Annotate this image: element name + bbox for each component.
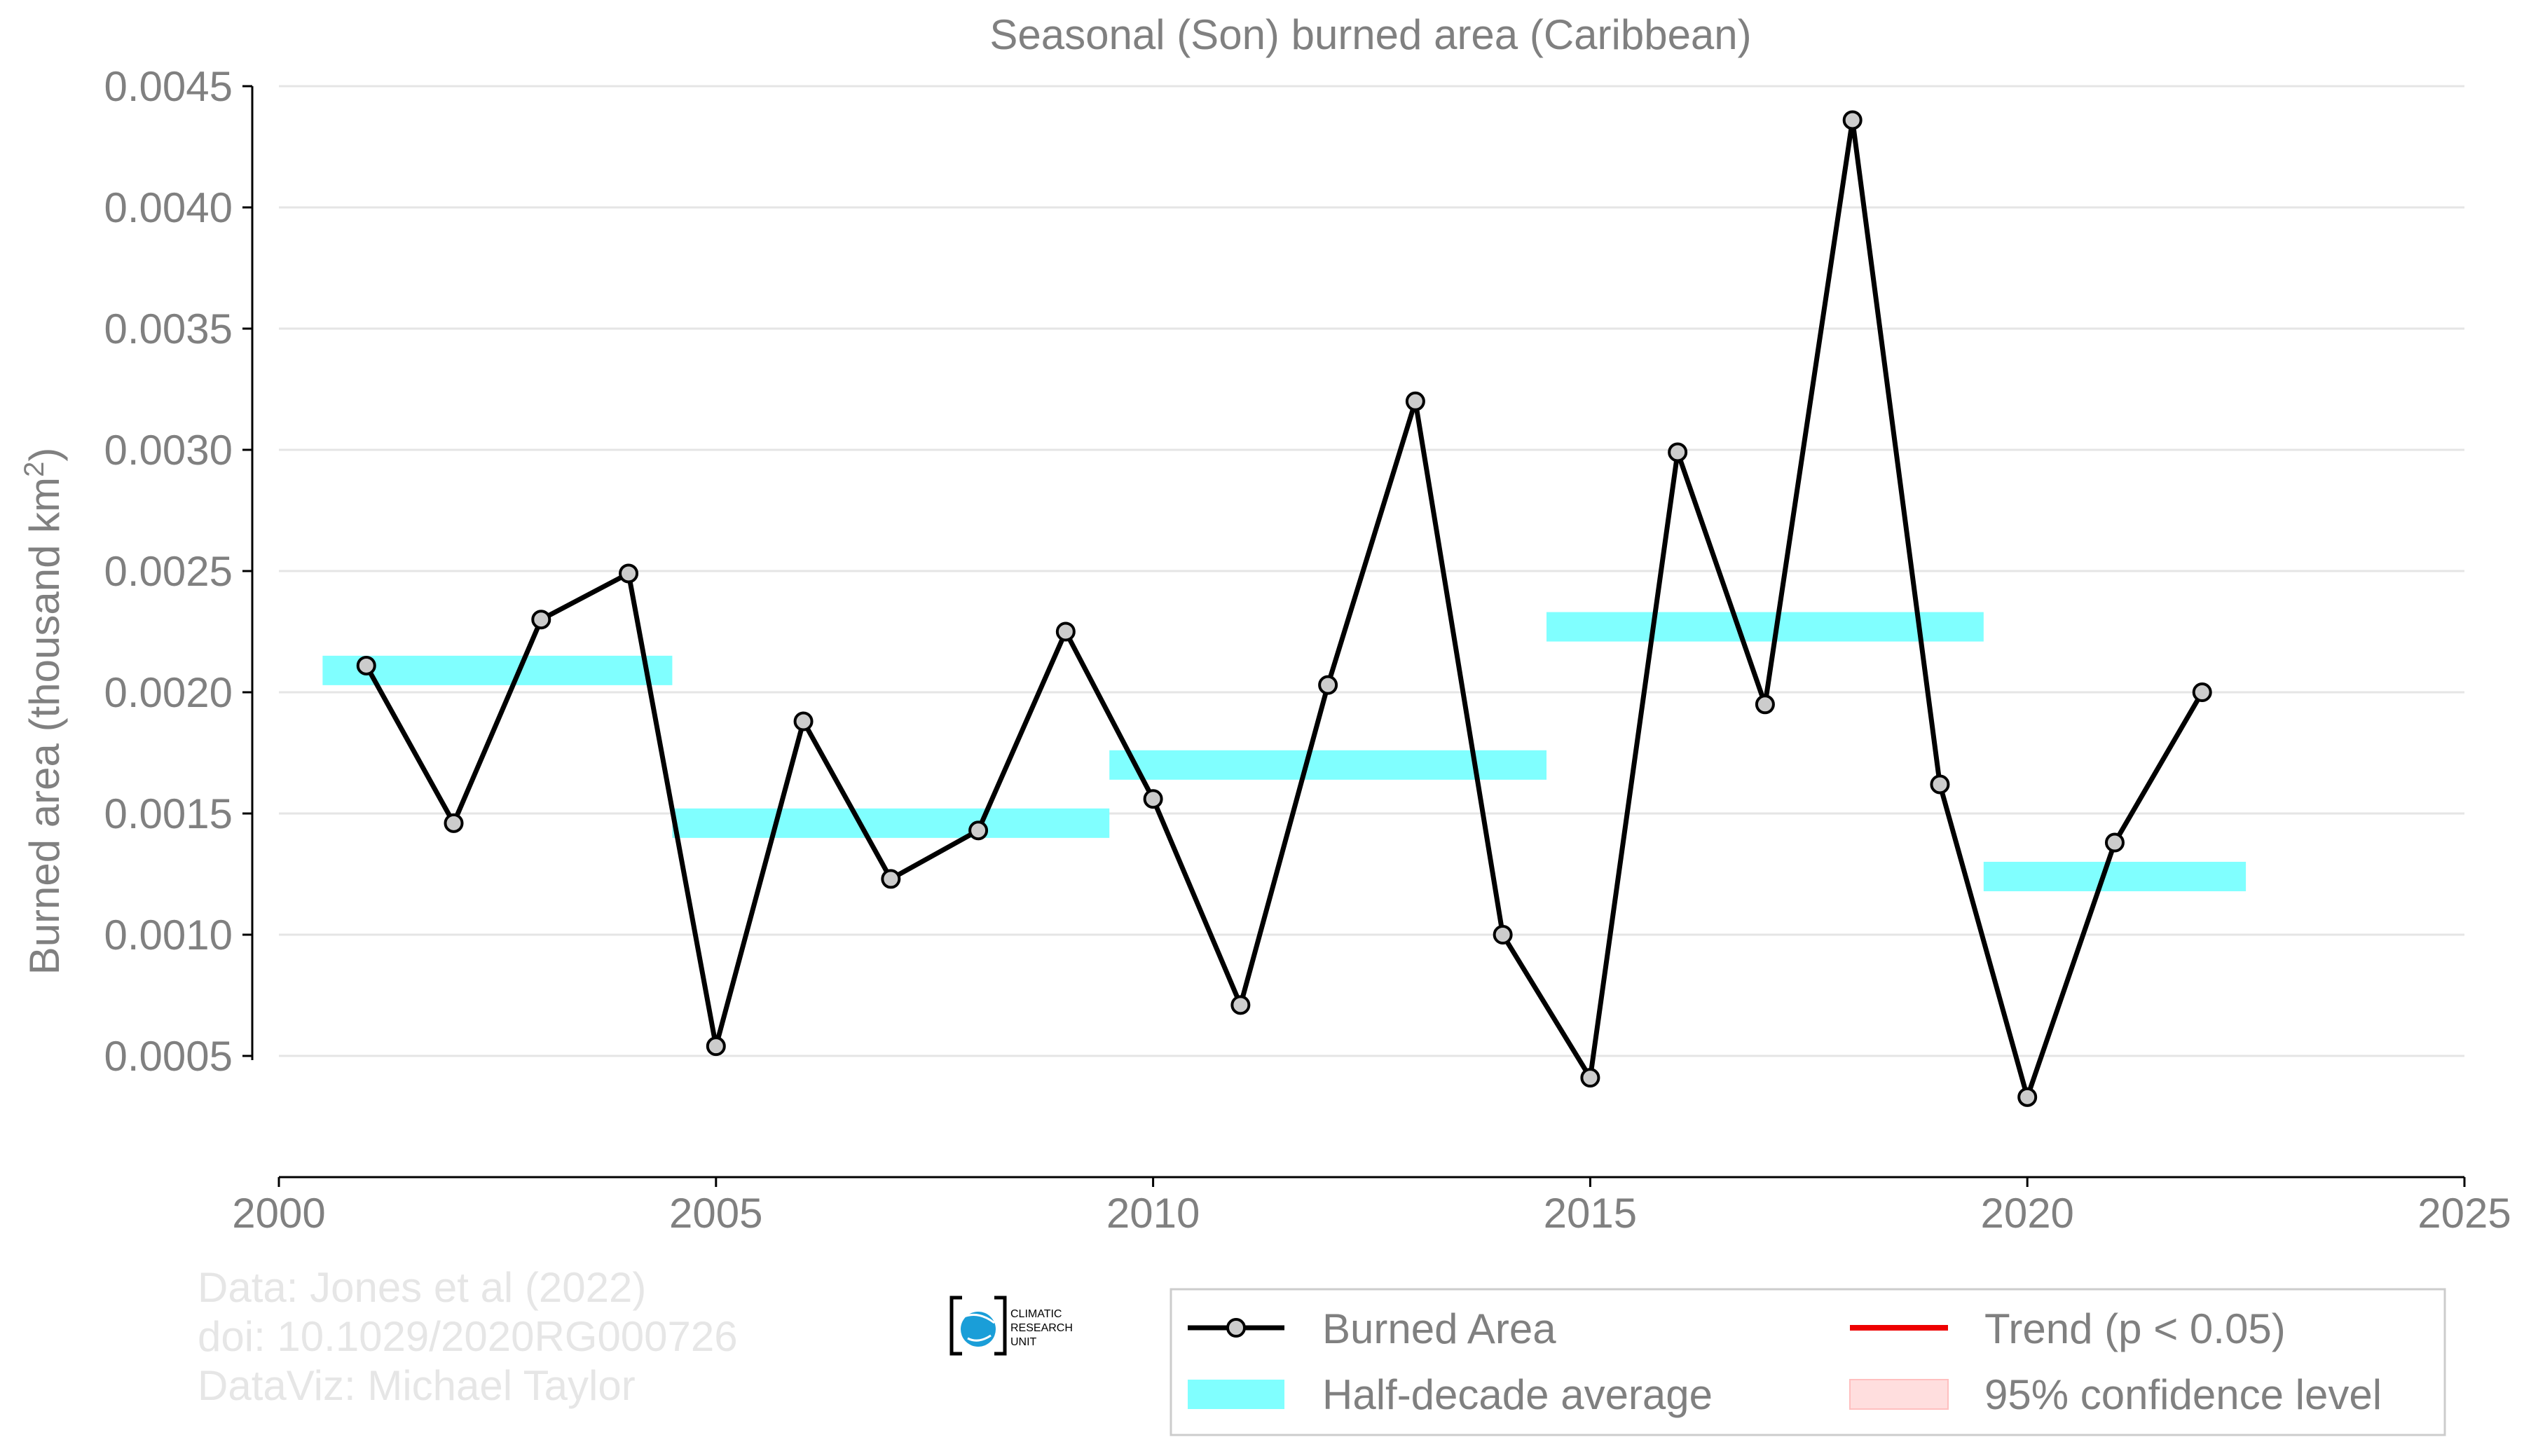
burned-area-point bbox=[619, 563, 639, 584]
credit-doi: doi: 10.1029/2020RG000726 bbox=[198, 1313, 738, 1360]
y-tick-label: 0.0035 bbox=[104, 305, 233, 352]
y-tick-label: 0.0015 bbox=[104, 790, 233, 837]
legend-frame bbox=[1170, 1288, 2446, 1436]
legend-half-decade-label: Half-decade average bbox=[1322, 1371, 1713, 1418]
y-axis-label-close: ) bbox=[21, 448, 68, 462]
burned-area-point bbox=[1405, 391, 1425, 411]
y-tick-label: 0.0025 bbox=[104, 548, 233, 595]
chart-title: Seasonal (Son) burned area (Caribbean) bbox=[989, 11, 1751, 58]
credit-data-source: Data: Jones et al (2022) bbox=[198, 1264, 646, 1311]
legend: Burned Area Trend (p < 0.05) Half-decade… bbox=[1170, 1288, 2446, 1436]
burned-area-point bbox=[2017, 1087, 2038, 1107]
half-decade-average-bar bbox=[1983, 861, 2247, 891]
y-tick-label: 0.0040 bbox=[104, 184, 233, 231]
y-tick-label: 0.0030 bbox=[104, 427, 233, 474]
legend-half-decade-patch bbox=[1188, 1380, 1284, 1409]
burned-area-point bbox=[1055, 621, 1076, 642]
y-axis-label: Burned area (thousand km2) bbox=[19, 448, 68, 975]
burned-area-point bbox=[1318, 675, 1338, 695]
x-tick-label: 2015 bbox=[1544, 1190, 1637, 1237]
half-decade-average-bar bbox=[672, 808, 1110, 838]
half-decade-average-bar bbox=[1109, 750, 1547, 780]
legend-confidence-patch bbox=[1849, 1379, 1949, 1410]
y-ticks: 0.0005 0.0010 0.0015 0.0020 0.0025 0.0030 0.00… bbox=[104, 63, 252, 1080]
y-axis-label-text: Burned area (thousand km bbox=[21, 477, 68, 975]
gridlines bbox=[279, 85, 2464, 1057]
burned-area-point bbox=[968, 820, 989, 841]
cru-logo-line1: CLIMATIC bbox=[1010, 1308, 1062, 1320]
y-tick-label: 0.0020 bbox=[104, 669, 233, 716]
burned-area-point bbox=[793, 711, 814, 732]
burned-area-point bbox=[1668, 442, 1688, 462]
cru-logo: CLIMATIC RESEARCH UNIT bbox=[949, 1296, 1073, 1356]
cru-logo-bracket-left bbox=[949, 1296, 962, 1356]
half-decade-average-bar bbox=[1546, 612, 1984, 642]
half-decade-average-bar bbox=[322, 655, 673, 685]
legend-burned-area-marker bbox=[1226, 1318, 1246, 1338]
burned-area-point bbox=[2192, 682, 2212, 702]
x-tick-label: 2025 bbox=[2417, 1190, 2511, 1237]
burned-area-point bbox=[356, 655, 376, 675]
x-tick-label: 2010 bbox=[1106, 1190, 1200, 1237]
burned-area-point bbox=[531, 610, 551, 630]
x-tick-label: 2005 bbox=[669, 1190, 762, 1237]
burned-area-point bbox=[1230, 995, 1251, 1015]
burned-area-line bbox=[364, 119, 2204, 1106]
legend-trend-label: Trend (p < 0.05) bbox=[1984, 1305, 2286, 1352]
cru-logo-bracket-right bbox=[994, 1296, 1007, 1356]
cru-logo-swoosh bbox=[961, 1313, 995, 1342]
burned-area-series bbox=[356, 110, 2212, 1107]
burned-area-point bbox=[1755, 694, 1775, 715]
burned-area-point bbox=[881, 869, 901, 889]
credit-dataviz: DataViz: Michael Taylor bbox=[198, 1362, 636, 1409]
cru-logo-line3: UNIT bbox=[1010, 1336, 1037, 1348]
y-axis-label-superscript: 2 bbox=[19, 462, 50, 477]
cru-logo-line2: RESEARCH bbox=[1010, 1322, 1073, 1334]
credits: Data: Jones et al (2022) doi: 10.1029/20… bbox=[198, 1264, 738, 1409]
legend-burned-area-label: Burned Area bbox=[1322, 1305, 1556, 1352]
half-decade-average-bands bbox=[322, 612, 2247, 891]
burned-area-point bbox=[706, 1036, 726, 1057]
burned-area-point bbox=[444, 813, 464, 833]
y-tick-label: 0.0045 bbox=[104, 63, 233, 110]
x-tick-label: 2000 bbox=[232, 1190, 325, 1237]
legend-confidence-label: 95% confidence level bbox=[1984, 1371, 2382, 1418]
x-ticks: 2000 2005 2010 2015 2020 2025 bbox=[232, 1177, 2511, 1237]
burned-area-point bbox=[1493, 925, 1513, 945]
y-tick-label: 0.0005 bbox=[104, 1033, 233, 1080]
x-tick-label: 2020 bbox=[1980, 1190, 2073, 1237]
y-tick-label: 0.0010 bbox=[104, 912, 233, 959]
burned-area-point bbox=[1842, 110, 1863, 130]
burned-area-point bbox=[1143, 789, 1163, 809]
burned-area-point bbox=[1930, 774, 1950, 795]
burned-area-point bbox=[1580, 1068, 1600, 1088]
burned-area-point bbox=[2104, 832, 2125, 853]
